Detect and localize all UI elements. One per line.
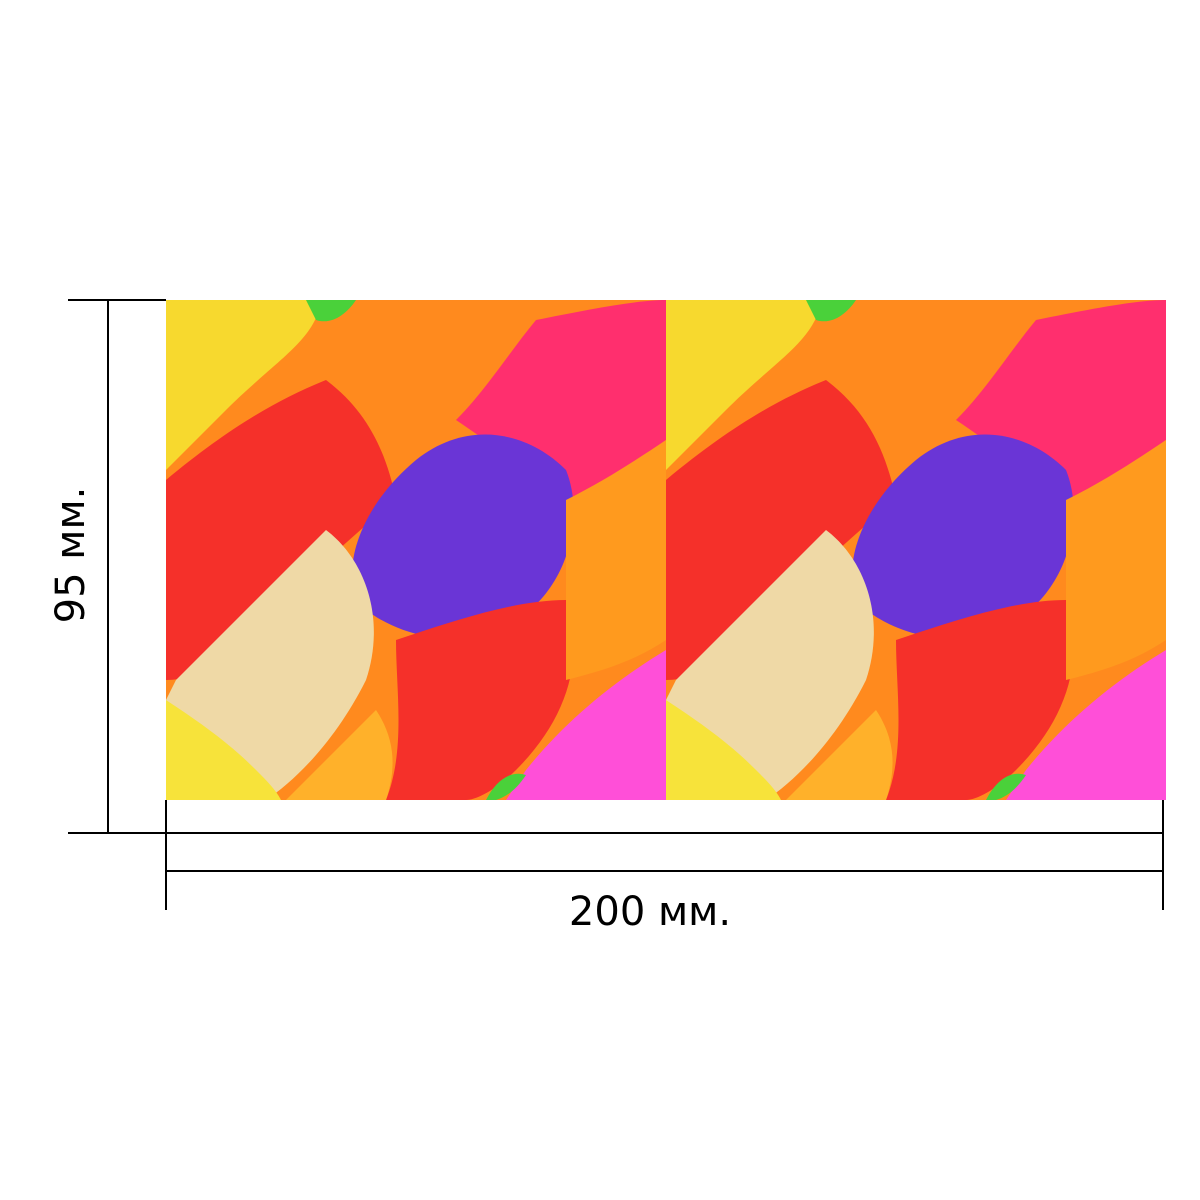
width-label: 200 мм. xyxy=(569,889,731,935)
height-label: 95 мм. xyxy=(48,487,94,624)
panel-left xyxy=(166,300,666,800)
product-image xyxy=(166,300,1166,800)
width-dimension xyxy=(165,800,1164,910)
panel-right xyxy=(666,300,1166,800)
height-dimension xyxy=(68,299,166,834)
